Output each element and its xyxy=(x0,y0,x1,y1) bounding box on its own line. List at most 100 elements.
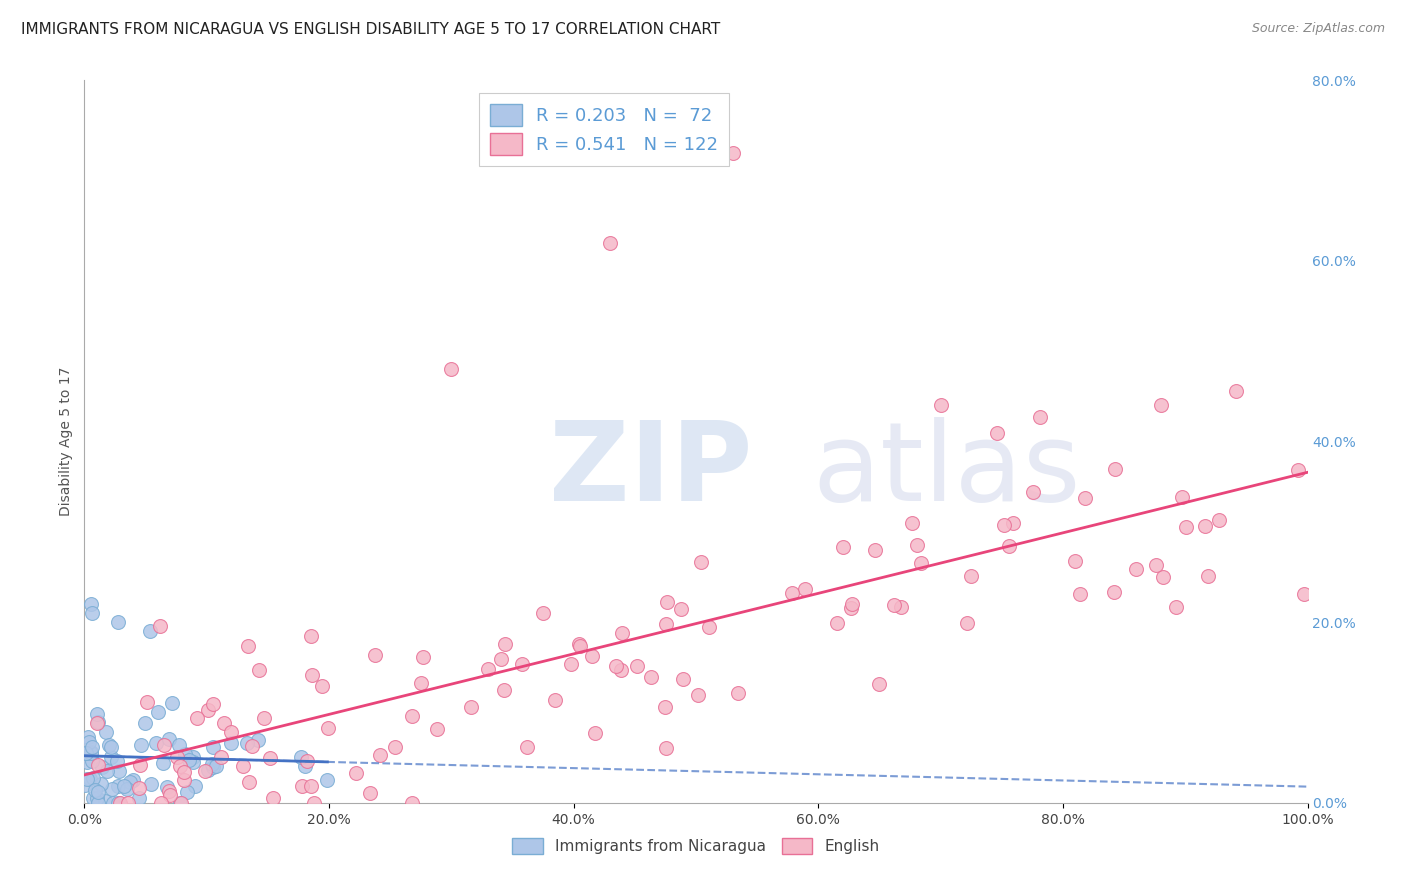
Point xyxy=(583,726,606,740)
Point xyxy=(1208,512,1230,526)
Point xyxy=(146,705,169,719)
Y-axis label: Disability Age 5 to 17: Disability Age 5 to 17 xyxy=(59,367,73,516)
Point xyxy=(75,778,97,792)
Point xyxy=(1104,462,1126,476)
Point xyxy=(544,693,567,707)
Point xyxy=(1294,587,1316,601)
Point xyxy=(159,789,181,803)
Point xyxy=(560,657,582,672)
Point xyxy=(364,648,387,662)
Point xyxy=(302,796,325,810)
Point xyxy=(145,736,167,750)
Point xyxy=(77,735,100,749)
Point xyxy=(76,755,98,769)
Point xyxy=(727,686,749,700)
Point xyxy=(1125,562,1147,576)
Point xyxy=(157,784,180,798)
Point xyxy=(139,624,162,639)
Point xyxy=(832,541,855,555)
Point xyxy=(236,736,259,750)
Point xyxy=(494,637,516,651)
Point xyxy=(259,751,281,765)
Point xyxy=(107,796,129,810)
Point xyxy=(1064,554,1087,568)
Point xyxy=(291,780,314,794)
Point xyxy=(186,711,208,725)
Point xyxy=(299,779,322,793)
Point xyxy=(107,796,129,810)
Point xyxy=(173,764,195,779)
Point xyxy=(1102,584,1125,599)
Point xyxy=(1069,587,1091,601)
Point xyxy=(232,759,254,773)
Point xyxy=(139,777,162,791)
Point xyxy=(669,602,692,616)
Point xyxy=(839,601,862,615)
Point xyxy=(890,600,912,615)
Point xyxy=(79,745,101,759)
Point xyxy=(80,755,103,769)
Point xyxy=(108,796,131,810)
Point xyxy=(183,749,205,764)
Point xyxy=(80,746,103,760)
Point xyxy=(86,796,108,810)
Point xyxy=(86,791,108,805)
Point xyxy=(959,569,981,583)
Point xyxy=(201,756,224,771)
Point xyxy=(152,756,174,770)
Point xyxy=(1074,491,1097,506)
Point xyxy=(477,662,499,676)
Point xyxy=(782,586,804,600)
Point xyxy=(82,791,104,805)
Point xyxy=(176,785,198,799)
Point xyxy=(212,715,235,730)
Point xyxy=(103,796,125,810)
Point xyxy=(494,683,516,698)
Point xyxy=(489,652,512,666)
Point xyxy=(426,722,449,736)
Point xyxy=(1286,463,1309,477)
Point xyxy=(107,615,129,630)
Point xyxy=(368,747,391,762)
Point xyxy=(135,695,157,709)
Point xyxy=(531,606,554,620)
Point xyxy=(184,779,207,793)
Point xyxy=(82,771,104,785)
Point xyxy=(179,753,201,767)
Point xyxy=(238,775,260,789)
Point xyxy=(204,759,226,773)
Text: IMMIGRANTS FROM NICARAGUA VS ENGLISH DISABILITY AGE 5 TO 17 CORRELATION CHART: IMMIGRANTS FROM NICARAGUA VS ENGLISH DIS… xyxy=(21,22,720,37)
Point xyxy=(87,758,110,772)
Point xyxy=(910,556,932,570)
Point xyxy=(112,780,135,794)
Point xyxy=(108,764,131,778)
Point xyxy=(262,790,284,805)
Point xyxy=(252,711,274,725)
Point xyxy=(201,739,224,754)
Point xyxy=(96,764,118,779)
Point xyxy=(1166,599,1188,614)
Point xyxy=(721,145,744,160)
Point xyxy=(1225,384,1247,399)
Point xyxy=(1194,518,1216,533)
Point xyxy=(156,780,179,794)
Point xyxy=(209,750,232,764)
Point xyxy=(344,765,367,780)
Point xyxy=(301,668,323,682)
Point xyxy=(98,738,121,752)
Text: Source: ZipAtlas.com: Source: ZipAtlas.com xyxy=(1251,22,1385,36)
Point xyxy=(581,649,603,664)
Point xyxy=(100,750,122,764)
Point xyxy=(94,724,117,739)
Point xyxy=(86,714,108,729)
Point xyxy=(219,725,242,739)
Point xyxy=(640,670,662,684)
Point xyxy=(905,538,928,552)
Point xyxy=(311,679,333,693)
Point xyxy=(90,759,112,773)
Point xyxy=(1021,485,1043,500)
Point xyxy=(162,696,184,710)
Point xyxy=(153,739,176,753)
Point xyxy=(219,736,242,750)
Point xyxy=(247,663,270,677)
